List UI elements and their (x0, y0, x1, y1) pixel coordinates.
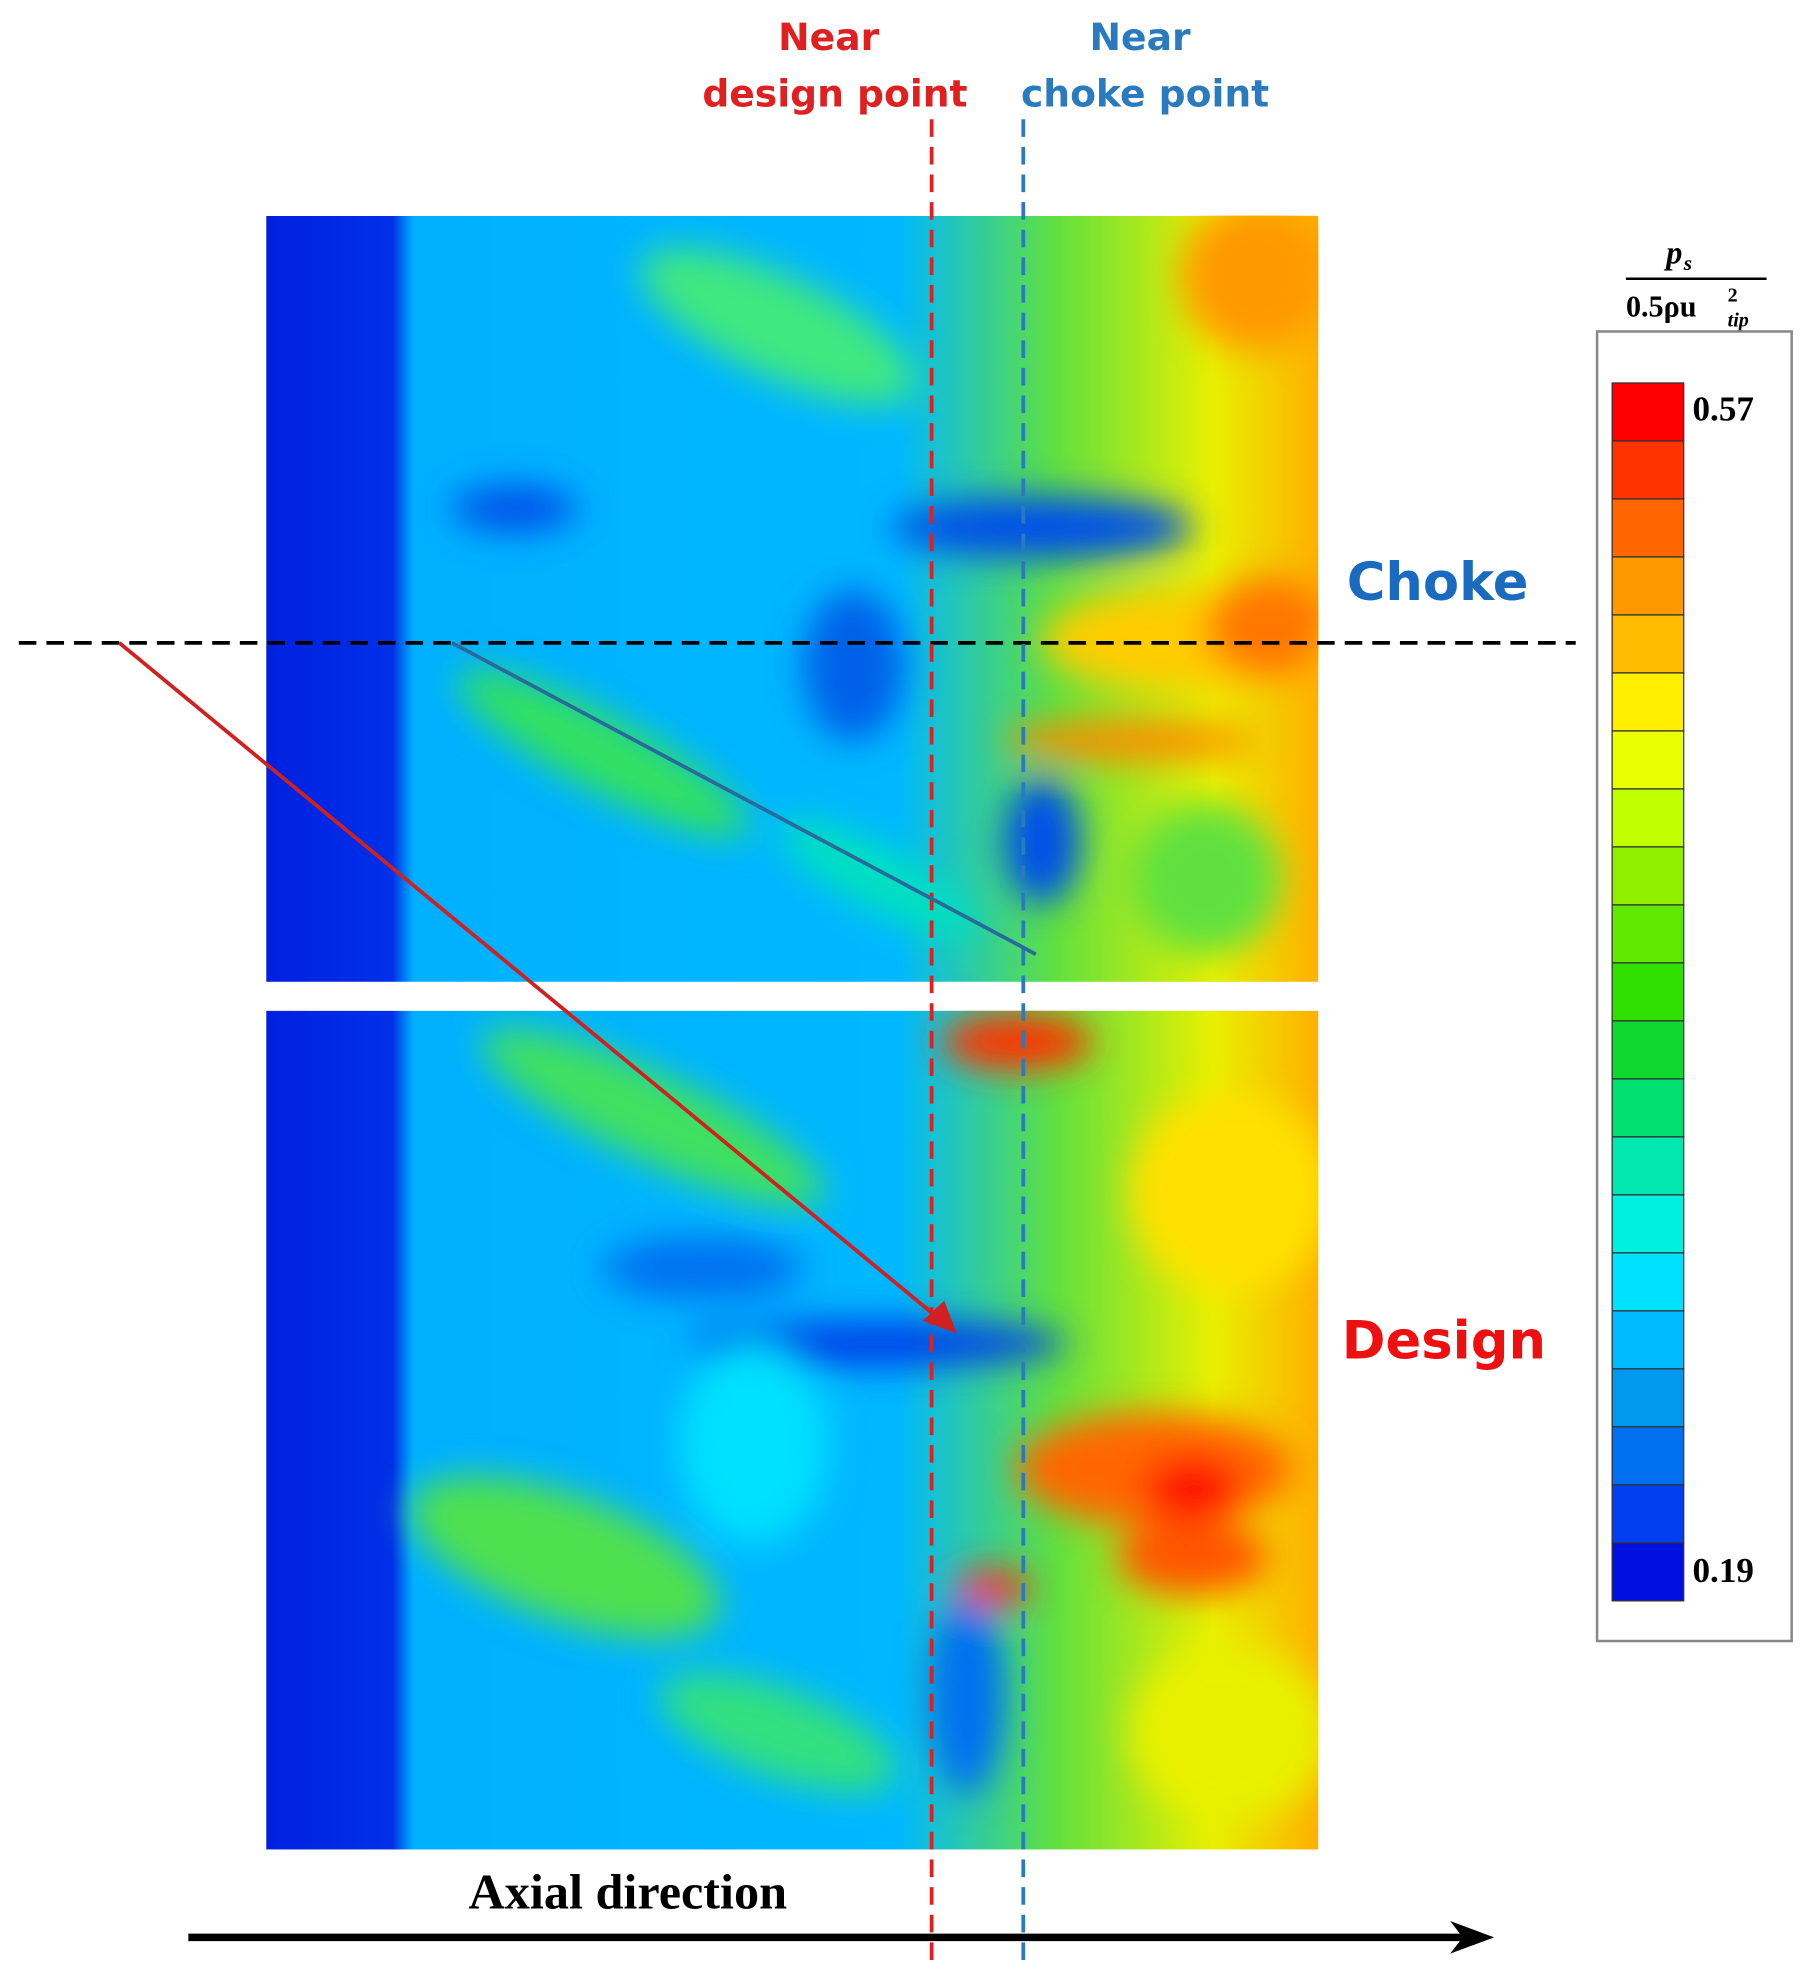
colorbar-swatch (1611, 1484, 1685, 1544)
colorbar-swatch (1611, 846, 1685, 906)
colorbar-swatch (1611, 730, 1685, 790)
colorbar-swatch (1611, 1368, 1685, 1428)
axis-arrow-head (1450, 1921, 1495, 1954)
colorbar-swatch (1611, 672, 1685, 732)
title-part: 2 (1728, 284, 1738, 306)
choke-trajectory (451, 641, 1037, 956)
colorbar-swatch (1611, 1542, 1685, 1602)
colorbar-swatch (1611, 1426, 1685, 1486)
arrow-head (922, 1300, 957, 1334)
colorbar-swatch (1611, 1020, 1685, 1080)
colorbar-swatch (1611, 1310, 1685, 1370)
colorbar-swatch (1611, 1136, 1685, 1196)
colorbar-swatch (1611, 440, 1685, 500)
label: choke point (1021, 72, 1269, 116)
colorbar-swatch (1611, 962, 1685, 1022)
contour-top (266, 215, 1319, 982)
label: design point (702, 72, 967, 116)
colorbar-swatch (1611, 382, 1685, 442)
axis-label: Axial direction (469, 1863, 788, 1919)
label: Near (778, 15, 879, 59)
colorbar-frame (1595, 330, 1793, 1643)
contour-bottom (266, 1010, 1319, 1850)
colorbar-swatch (1611, 556, 1685, 616)
colorbar-swatch (1611, 788, 1685, 848)
colorbar-min: 0.19 (1692, 1551, 1754, 1590)
colorbar-swatch (1611, 614, 1685, 674)
colorbar: 0.57 0.19 (1611, 382, 1754, 1602)
colorbar-swatch (1611, 1194, 1685, 1254)
colorbar-swatch (1611, 498, 1685, 558)
label: Design (1342, 1311, 1546, 1372)
label: Near (1090, 15, 1191, 59)
colorbar-swatch (1611, 904, 1685, 964)
colorbar-swatch (1611, 1078, 1685, 1138)
colorbar-max: 0.57 (1692, 390, 1754, 429)
colorbar-title: p s 0.5ρu 2 tip (1625, 236, 1767, 331)
title-part: tip (1728, 309, 1749, 331)
title-part: p (1663, 236, 1682, 272)
design-trajectory (118, 641, 943, 1323)
title-part: 0.5ρu (1626, 289, 1697, 323)
title-part: s (1683, 251, 1692, 275)
colorbar-swatch (1611, 1252, 1685, 1312)
label: Choke (1347, 552, 1529, 613)
